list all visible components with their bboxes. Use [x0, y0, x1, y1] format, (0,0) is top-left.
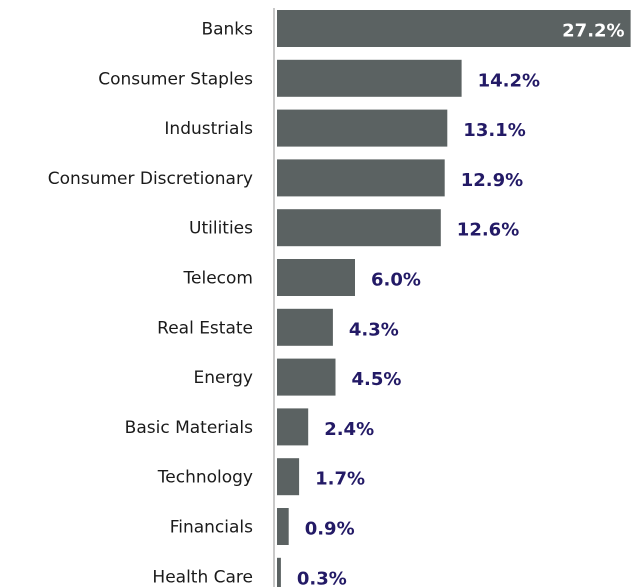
value-label: 4.5% [352, 369, 402, 390]
bar-utilities [277, 209, 441, 247]
category-label: Industrials [164, 119, 253, 139]
bars-group [277, 10, 631, 587]
value-label: 0.9% [305, 519, 355, 540]
bar-banks [277, 10, 631, 47]
category-label: Energy [193, 368, 253, 388]
bar-health-care [277, 557, 281, 587]
category-label: Consumer Staples [98, 69, 253, 89]
category-label: Health Care [152, 567, 253, 587]
bar-energy [277, 358, 336, 396]
bar-consumer-discretionary [277, 159, 445, 197]
bar-real-estate [277, 308, 333, 346]
value-label: 2.4% [324, 419, 374, 440]
category-label: Technology [157, 468, 253, 488]
value-label: 27.2% [562, 21, 624, 42]
category-label: Telecom [183, 269, 253, 289]
category-label: Banks [201, 20, 253, 40]
bar-telecom [277, 259, 355, 296]
bar-basic-materials [277, 408, 309, 446]
value-label: 12.9% [461, 170, 523, 191]
value-label: 14.2% [478, 70, 540, 91]
value-label: 4.3% [349, 319, 399, 340]
category-label: Utilities [189, 219, 253, 239]
category-label: Consumer Discretionary [48, 169, 253, 189]
category-labels-group: Banks Consumer Staples Industrials Consumer… [48, 20, 253, 587]
value-label: 6.0% [371, 270, 421, 291]
value-label: 0.3% [297, 568, 347, 587]
value-label: 1.7% [315, 469, 365, 490]
value-label: 12.6% [457, 220, 519, 241]
category-label: Real Estate [157, 318, 253, 338]
bar-industrials [277, 109, 448, 147]
category-label: Financials [170, 518, 253, 538]
bar-financials [277, 508, 289, 545]
bar-technology [277, 458, 300, 496]
category-label: Basic Materials [125, 418, 253, 438]
value-labels-group: 27.2% 14.2% 13.1% 12.9% 12.6% 6.0% 4.3% 4.5% 2.4… [297, 21, 625, 587]
bar-consumer-staples [277, 59, 462, 97]
value-label: 13.1% [463, 120, 525, 141]
